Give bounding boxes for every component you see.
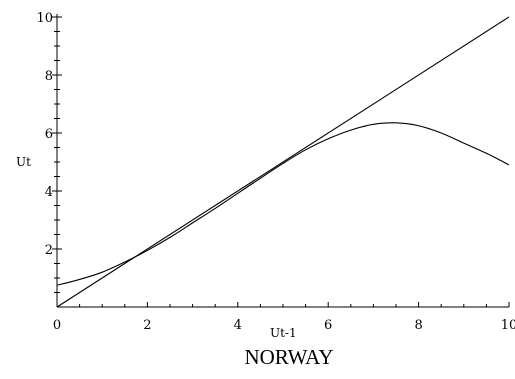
chart-title: NORWAY	[244, 345, 333, 369]
series	[56, 16, 510, 308]
series-line-diagonal	[56, 16, 510, 308]
y-tick-label: 10	[36, 11, 53, 26]
x-tick-label: 4	[234, 318, 242, 333]
y-tick-label: 6	[45, 127, 53, 142]
x-tick-label: 2	[143, 318, 151, 333]
y-tick-label: 2	[45, 243, 53, 258]
y-axis-label: Ut	[16, 155, 31, 169]
ticks: 0 2 4 6 8 10 2 4 6 8 10	[36, 11, 515, 333]
y-tick-label: 4	[45, 185, 53, 200]
x-axis-label: Ut-1	[270, 326, 297, 340]
y-tick-label: 8	[45, 69, 53, 84]
series-line-curve	[56, 122, 510, 286]
x-tick-label: 8	[414, 318, 422, 333]
x-tick-label: 10	[501, 318, 515, 333]
x-tick-label: 0	[53, 318, 61, 333]
x-tick-label: 6	[324, 318, 332, 333]
